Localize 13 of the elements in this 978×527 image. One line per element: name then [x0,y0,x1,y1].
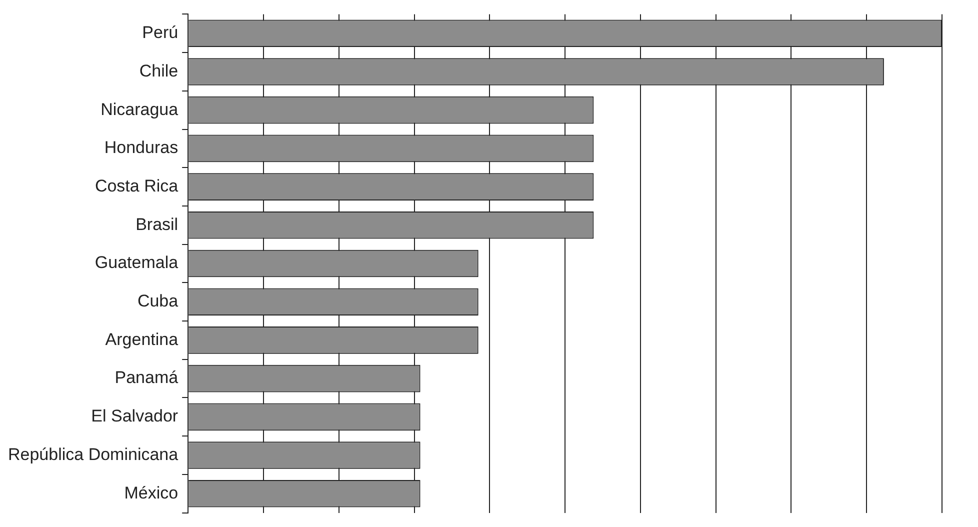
y-tick-label: Honduras [104,138,178,158]
y-tick-label: Panamá [114,368,179,388]
y-tick-label: Costa Rica [94,176,179,196]
y-tick-label: República Dominicana [8,444,179,464]
y-tick-label: Chile [139,61,178,80]
y-tick-label: Perú [142,23,178,42]
y-tick-label: Brasil [136,214,178,234]
y-tick-label: Cuba [137,292,179,311]
y-tick-label: México [124,483,178,502]
y-tick-label: El Salvador [91,406,178,426]
y-tick-label: Argentina [105,330,179,349]
y-tick-label: Nicaragua [100,100,179,119]
y-tick-label: Guatemala [94,253,179,272]
